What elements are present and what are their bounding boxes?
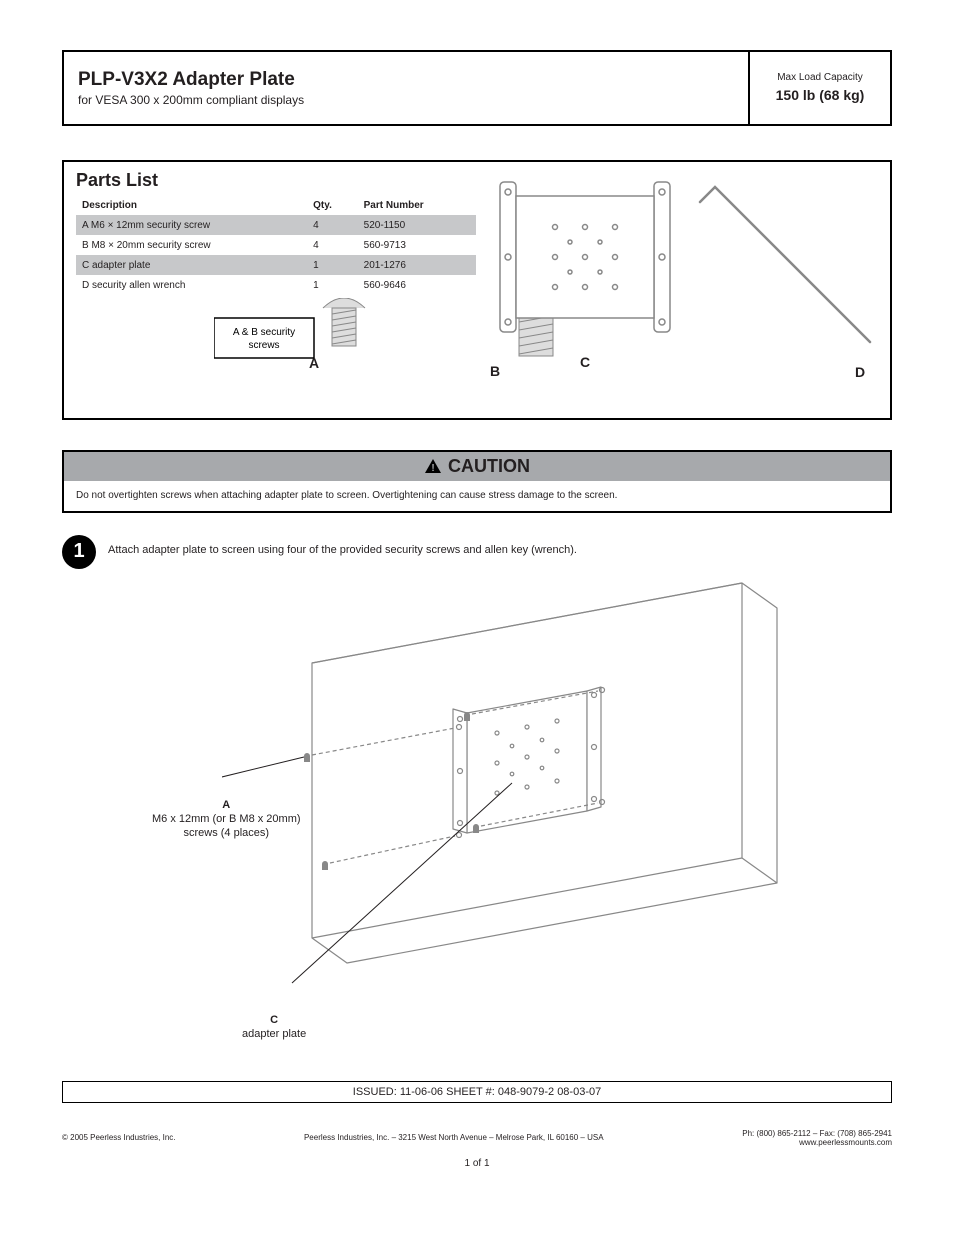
cell: 560-9713	[358, 235, 476, 255]
cell: C adapter plate	[76, 255, 307, 275]
callout-c: C adapter plate	[242, 1013, 306, 1042]
part-label-d: D	[855, 364, 865, 380]
page-number: 1 of 1	[62, 1158, 892, 1169]
caution-header: ! CAUTION	[64, 452, 890, 481]
cell: 201-1276	[358, 255, 476, 275]
callout-c-desc: adapter plate	[242, 1028, 306, 1040]
assembly-illustration-area: A M6 x 12mm (or B M8 x 20mm) screws (4 p…	[62, 573, 892, 1073]
part-label-a: A	[309, 355, 319, 371]
footer-url: www.peerlessmounts.com	[732, 1138, 892, 1148]
header-right: Max Load Capacity 150 lb (68 kg)	[750, 52, 890, 124]
table-row: D security allen wrench 1 560-9646	[76, 275, 476, 295]
max-load-value: 150 lb (68 kg)	[776, 87, 865, 105]
caution-box: ! CAUTION Do not overtighten screws when…	[62, 450, 892, 513]
cell: 4	[307, 235, 357, 255]
callout-c-label: C	[270, 1014, 278, 1026]
col-qty: Qty.	[307, 195, 357, 215]
footer-address: Peerless Industries, Inc. – 3215 West No…	[176, 1133, 732, 1143]
part-label-c: C	[580, 354, 590, 370]
cell: D security allen wrench	[76, 275, 307, 295]
cell: 560-9646	[358, 275, 476, 295]
assembly-illustration	[222, 573, 842, 1073]
svg-text:!: !	[431, 463, 434, 474]
callout-a-label: A	[222, 799, 230, 811]
col-partnum: Part Number	[358, 195, 476, 215]
cell: B M8 × 20mm security screw	[76, 235, 307, 255]
parts-table: Description Qty. Part Number A M6 × 12mm…	[76, 195, 476, 295]
table-row: C adapter plate 1 201-1276	[76, 255, 476, 275]
cell: 520-1150	[358, 215, 476, 235]
cell: 1	[307, 255, 357, 275]
callout-a-desc2: screws (4 places)	[183, 827, 269, 839]
warning-icon: !	[424, 458, 442, 474]
footer-phone: Ph: (800) 865-2112 – Fax: (708) 865-2941	[732, 1129, 892, 1139]
footer-right: Ph: (800) 865-2112 – Fax: (708) 865-2941…	[732, 1129, 892, 1148]
step-text: Attach adapter plate to screen using fou…	[108, 535, 577, 558]
header-box: PLP-V3X2 Adapter Plate for VESA 300 x 20…	[62, 50, 892, 126]
footer-copyright: © 2005 Peerless Industries, Inc.	[62, 1133, 176, 1143]
table-row: B M8 × 20mm security screw 4 560-9713	[76, 235, 476, 255]
caution-heading-text: CAUTION	[448, 456, 530, 476]
footer-center: Peerless Industries, Inc. – 3215 West No…	[176, 1133, 732, 1143]
product-subtitle: for VESA 300 x 200mm compliant displays	[78, 93, 734, 107]
max-load-label: Max Load Capacity	[777, 72, 863, 85]
step-number-circle: 1	[62, 535, 96, 569]
table-row: A M6 × 12mm security screw 4 520-1150	[76, 215, 476, 235]
col-description: Description	[76, 195, 307, 215]
callout-a: A M6 x 12mm (or B M8 x 20mm) screws (4 p…	[152, 798, 301, 841]
product-title: PLP-V3X2 Adapter Plate	[78, 69, 734, 91]
cell: A M6 × 12mm security screw	[76, 215, 307, 235]
issue-box: ISSUED: 11-06-06 SHEET #: 048-9079-2 08-…	[62, 1081, 892, 1103]
step-1: 1 Attach adapter plate to screen using f…	[62, 535, 892, 569]
footer: © 2005 Peerless Industries, Inc. Peerles…	[62, 1129, 892, 1148]
caution-body: Do not overtighten screws when attaching…	[64, 481, 890, 511]
cell: 1	[307, 275, 357, 295]
header-left: PLP-V3X2 Adapter Plate for VESA 300 x 20…	[64, 52, 750, 124]
callout-a-desc: M6 x 12mm (or B M8 x 20mm)	[152, 813, 301, 825]
screw-label-line2: screws	[248, 340, 279, 351]
screw-label-line1: A & B security	[233, 327, 295, 338]
plate-and-wrench-illustration: C D	[480, 172, 880, 402]
cell: 4	[307, 215, 357, 235]
parts-list-box: Parts List Description Qty. Part Number …	[62, 160, 892, 420]
